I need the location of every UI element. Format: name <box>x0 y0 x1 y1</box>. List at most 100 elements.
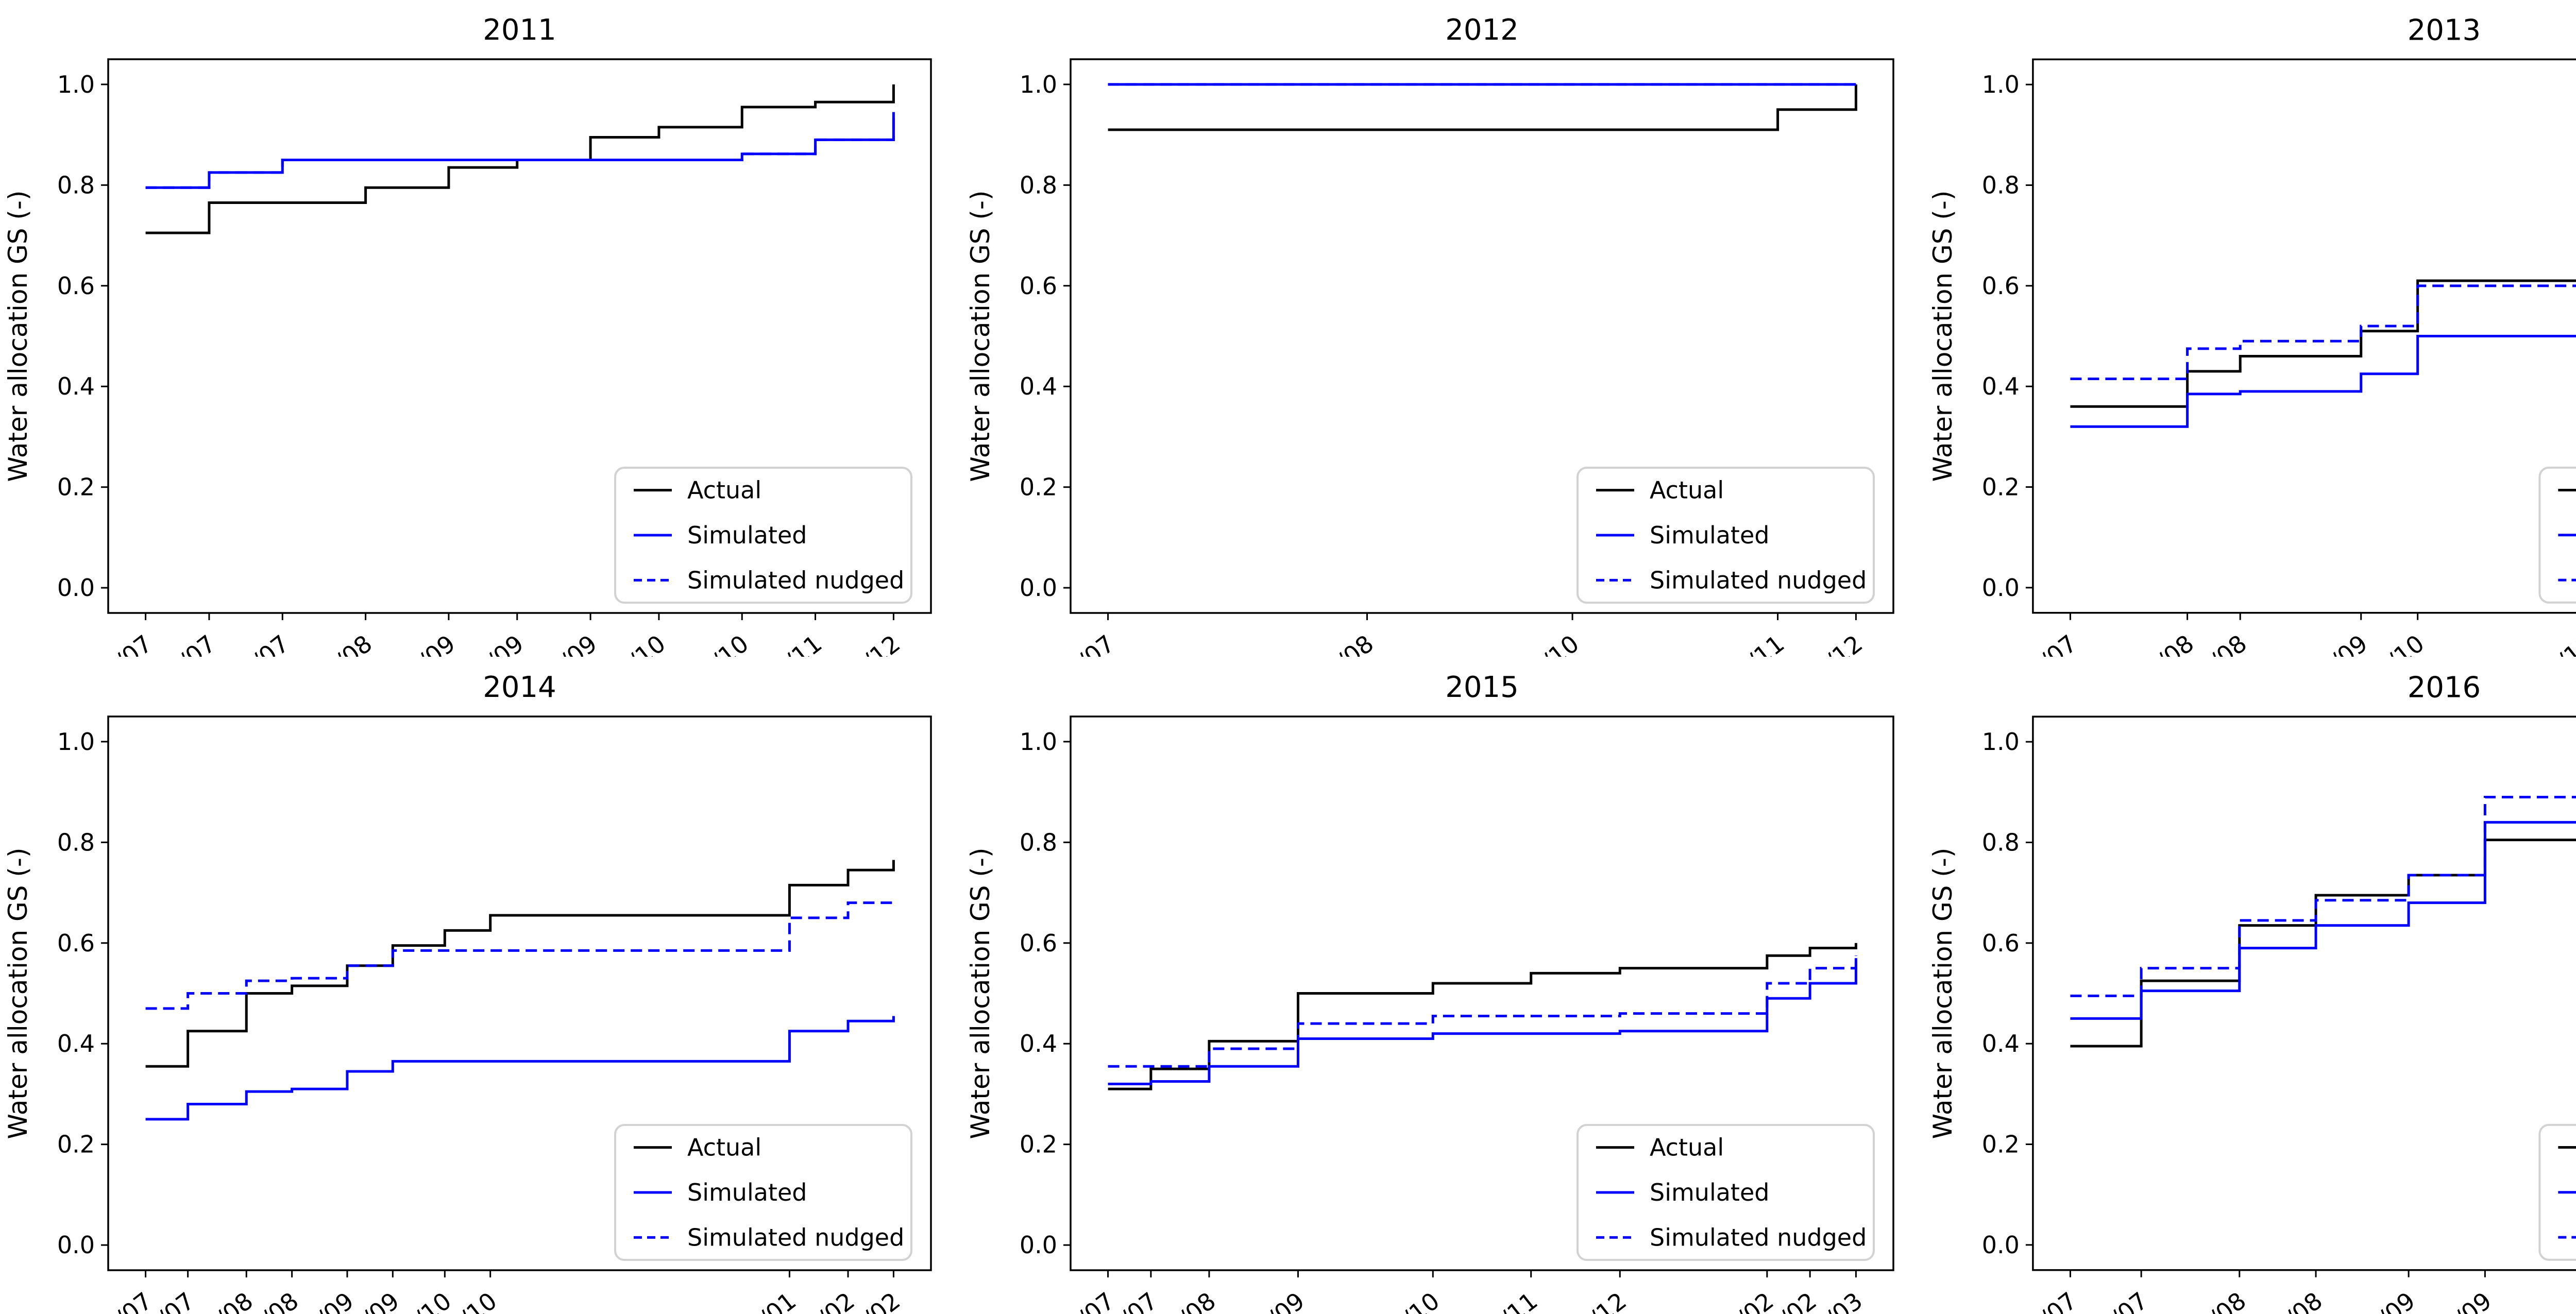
x-tick-label: 01/07 <box>2011 629 2082 657</box>
panel-2015: 2015 Water allocation GS (-) 0.0 0.2 0.4 0.6 0… <box>962 657 1925 1314</box>
y-tick-label: 0.2 <box>57 1131 95 1158</box>
x-tick-label: 15/11 <box>2529 629 2576 657</box>
y-axis-label: Water allocation GS (-) <box>965 848 995 1139</box>
chart-title: 2014 <box>483 671 556 704</box>
x-tick-label: 31/10 <box>683 629 754 657</box>
legend-box <box>614 1124 912 1261</box>
y-tick-label: 0.2 <box>1020 1131 1057 1158</box>
y-tick-label: 1.0 <box>1020 728 1057 756</box>
series-simulated-nudged <box>2070 796 2576 997</box>
legend-label: Simulated nudged <box>687 1223 904 1251</box>
axes-frame <box>1070 715 1894 1271</box>
series-actual <box>2070 839 2576 1048</box>
panel-2013: 2013 Water allocation GS (-) 0.0 0.2 0.4 0.6 0… <box>1925 0 2576 657</box>
x-tick-label: 01/07 <box>87 629 158 657</box>
y-tick-label: 0.6 <box>1020 272 1057 300</box>
series-actual <box>1108 84 1857 131</box>
panel-2014: 2014 Water allocation GS (-) 0.0 0.2 0.4 0.6 0… <box>0 657 962 1314</box>
y-tick-label: 0.4 <box>1982 1030 2020 1057</box>
x-tick-label: 04/10 <box>1513 629 1584 657</box>
y-axis-label: Water allocation GS (-) <box>1928 848 1958 1139</box>
x-tick-label: 15/01 <box>730 1287 801 1314</box>
chart-title: 2015 <box>1445 671 1519 704</box>
legend-label: Actual <box>1650 476 1724 504</box>
x-tick-label: 29/07 <box>223 629 294 657</box>
y-tick-label: 0.4 <box>1020 1030 1057 1057</box>
x-tick-label: 15/09 <box>458 629 529 657</box>
legend-box <box>1577 1124 1875 1261</box>
x-tick-label: 15/08 <box>2257 1287 2328 1314</box>
legend-box <box>2538 466 2576 604</box>
y-axis-label: Water allocation GS (-) <box>965 191 995 482</box>
y-tick-label: 0.0 <box>1982 574 2020 602</box>
y-tick-label: 0.8 <box>57 171 95 199</box>
series-simulated <box>2070 334 2576 428</box>
chart-2011: 2011 Water allocation GS (-) 0.0 0.2 0.4 0.6 0… <box>3 13 932 657</box>
series-simulated-nudged <box>145 901 894 1010</box>
axes-frame <box>107 58 932 614</box>
x-tick-label: 01/07 <box>1049 1287 1120 1314</box>
panel-2016: 2016 Water allocation GS (-) 0.0 0.2 0.4 0.6 0… <box>1925 657 2576 1314</box>
axes-frame <box>2032 715 2576 1271</box>
x-tick-label: 15/09 <box>2426 1287 2497 1314</box>
legend-label: Simulated <box>687 1179 807 1206</box>
x-tick-label: 23/08 <box>1308 629 1379 657</box>
chart-2015: 2015 Water allocation GS (-) 0.0 0.2 0.4 0.6 0… <box>965 671 1894 1314</box>
y-tick-label: 0.6 <box>1020 929 1057 957</box>
x-tick-label: 01/09 <box>2349 1287 2420 1314</box>
x-tick-label: 01/12 <box>834 629 905 657</box>
y-tick-label: 0.6 <box>1982 272 2020 300</box>
axes-frame <box>2032 58 2576 614</box>
x-tick-label: 15/11 <box>1719 629 1790 657</box>
y-tick-label: 0.0 <box>1020 1231 1057 1259</box>
legend-label: Simulated <box>1650 1179 1769 1206</box>
legend: Actual Simulated Simulated nudged <box>614 1124 912 1261</box>
x-tick-label: 01/09 <box>1239 1287 1310 1314</box>
legend-label: Simulated <box>1650 521 1769 549</box>
x-tick-label: 01/12 <box>1797 629 1868 657</box>
series-simulated <box>2070 821 2576 1020</box>
y-tick-label: 1.0 <box>57 728 95 756</box>
y-tick-label: 0.0 <box>1982 1231 2020 1259</box>
legend: Actual Simulated Simulated nudged <box>1577 467 1875 604</box>
legend-label: Simulated nudged <box>1650 566 1867 594</box>
chart-title: 2012 <box>1445 13 1519 47</box>
panel-2011: 2011 Water allocation GS (-) 0.0 0.2 0.4 0.6 0… <box>0 0 962 657</box>
legend-label: Simulated nudged <box>1650 1223 1867 1251</box>
x-tick-label: 14/10 <box>600 629 671 657</box>
series-simulated-nudged <box>1108 955 1857 1068</box>
y-tick-label: 0.6 <box>57 929 95 957</box>
chart-2012: 2012 Water allocation GS (-) 0.0 0.2 0.4 0.6 0… <box>965 13 1894 657</box>
x-tick-label: 14/07 <box>2082 1287 2153 1314</box>
series-actual <box>145 860 895 1068</box>
y-axis-label: Water allocation GS (-) <box>3 848 33 1139</box>
legend-box <box>614 467 912 604</box>
chart-title: 2013 <box>2408 13 2481 47</box>
legend: Actual Simulated Simulated nudged <box>1577 1124 1875 1261</box>
legend-label: Actual <box>1650 1134 1724 1162</box>
y-tick-label: 0.4 <box>57 1030 95 1057</box>
x-tick-label: 15/10 <box>1374 1287 1445 1314</box>
x-tick-label: 16/11 <box>1472 1287 1543 1314</box>
y-tick-label: 0.8 <box>1982 171 2020 199</box>
legend-box <box>2538 1123 2576 1261</box>
y-tick-label: 1.0 <box>57 71 95 98</box>
x-tick-label: 01/07 <box>87 1287 158 1314</box>
series-simulated <box>145 1016 895 1121</box>
chart-2016: 2016 Water allocation GS (-) 0.0 0.2 0.4 0.6 0… <box>1928 671 2576 1314</box>
y-tick-label: 0.0 <box>57 1231 95 1259</box>
axes-frame <box>1070 58 1894 614</box>
y-tick-label: 1.0 <box>1982 728 2020 756</box>
y-tick-label: 0.8 <box>57 828 95 856</box>
series-actual <box>2070 279 2576 408</box>
x-tick-label: 01/08 <box>2128 629 2199 657</box>
y-tick-label: 0.2 <box>1020 473 1057 501</box>
x-tick-label: 16/09 <box>2302 629 2373 657</box>
y-tick-label: 0.4 <box>1982 372 2020 400</box>
x-tick-label: 01/07 <box>1049 629 1120 657</box>
legend-label: Actual <box>687 1134 761 1162</box>
